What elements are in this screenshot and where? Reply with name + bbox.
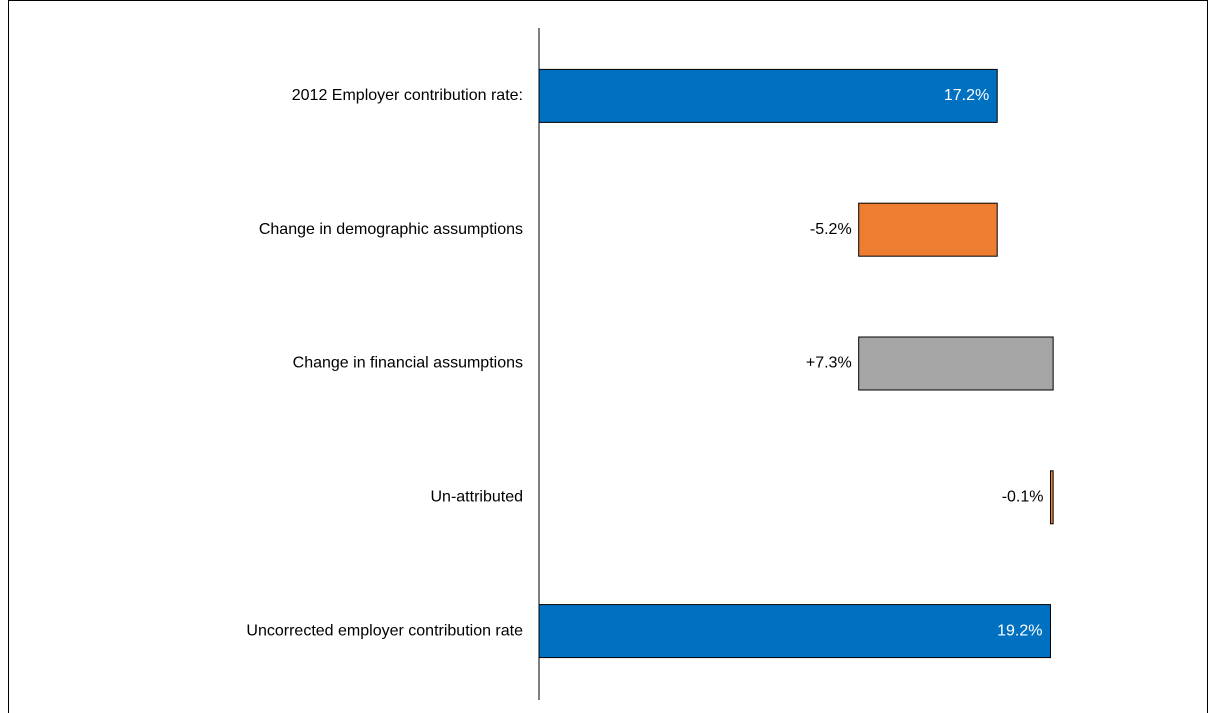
bar bbox=[538, 68, 998, 123]
value-label: 19.2% bbox=[997, 622, 1042, 639]
bar bbox=[858, 202, 998, 257]
category-label: Un-attributed bbox=[431, 489, 524, 506]
category-label: Change in demographic assumptions bbox=[259, 221, 523, 238]
value-label: -0.1% bbox=[1002, 489, 1044, 506]
value-label: -5.2% bbox=[810, 221, 852, 238]
value-label: 17.2% bbox=[944, 87, 989, 104]
category-label: Uncorrected employer contribution rate bbox=[246, 622, 523, 639]
category-label: Change in financial assumptions bbox=[293, 355, 523, 372]
value-label: +7.3% bbox=[806, 355, 852, 372]
bar bbox=[1049, 470, 1054, 525]
bar bbox=[538, 604, 1051, 659]
bar bbox=[858, 336, 1054, 391]
category-label: 2012 Employer contribution rate: bbox=[292, 87, 523, 104]
